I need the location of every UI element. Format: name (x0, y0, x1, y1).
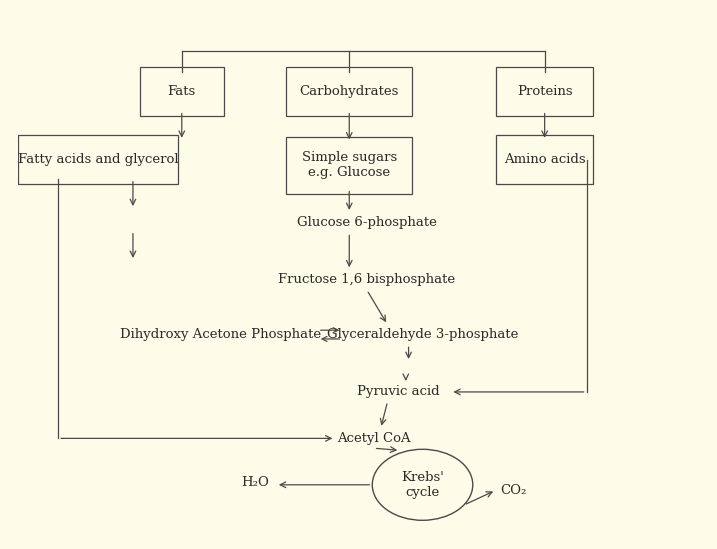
Text: Fatty acids and glycerol: Fatty acids and glycerol (18, 153, 179, 166)
Text: Glucose 6-phosphate: Glucose 6-phosphate (297, 216, 437, 229)
Text: Glyceraldehyde 3-phosphate: Glyceraldehyde 3-phosphate (327, 328, 518, 341)
Text: Simple sugars
e.g. Glucose: Simple sugars e.g. Glucose (302, 152, 397, 180)
Text: Amino acids: Amino acids (504, 153, 586, 166)
Text: Dihydroxy Acetone Phosphate: Dihydroxy Acetone Phosphate (120, 328, 320, 341)
Text: Acetyl CoA: Acetyl CoA (337, 432, 411, 445)
FancyBboxPatch shape (140, 67, 224, 116)
FancyBboxPatch shape (495, 135, 594, 184)
Text: Carbohydrates: Carbohydrates (300, 85, 399, 98)
Text: Fats: Fats (168, 85, 196, 98)
Text: Pyruvic acid: Pyruvic acid (357, 385, 440, 399)
Text: Proteins: Proteins (517, 85, 572, 98)
FancyBboxPatch shape (287, 137, 412, 194)
Text: Krebs'
cycle: Krebs' cycle (401, 471, 444, 499)
Ellipse shape (372, 449, 473, 520)
FancyBboxPatch shape (287, 67, 412, 116)
Text: H₂O: H₂O (241, 475, 269, 489)
Text: CO₂: CO₂ (500, 484, 526, 497)
FancyBboxPatch shape (495, 67, 594, 116)
FancyBboxPatch shape (18, 135, 179, 184)
Text: Fructose 1,6 bisphosphate: Fructose 1,6 bisphosphate (278, 273, 455, 287)
